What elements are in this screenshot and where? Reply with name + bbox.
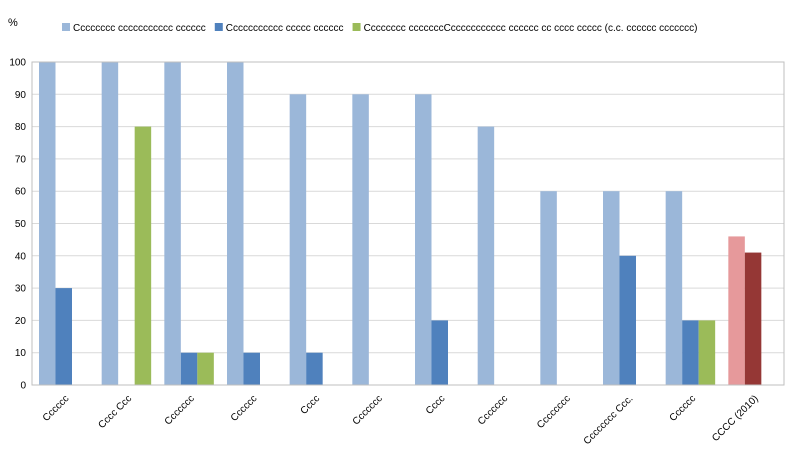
bar-series-1 [540, 191, 557, 385]
x-tick-label: Cccccc [229, 393, 260, 424]
bar-series-1 [227, 62, 244, 385]
y-tick-label: 0 [20, 381, 26, 392]
bar-series-1 [39, 62, 56, 385]
x-tick-label: CCCC (2010) [710, 393, 761, 444]
bar-series-1 [164, 62, 181, 385]
bar-series-2 [180, 352, 198, 385]
bar-reference [744, 252, 762, 385]
bar-series-1 [101, 62, 119, 385]
x-tick-label: Cccccc [668, 393, 699, 424]
bar-series-3 [134, 126, 152, 385]
y-tick-label: 10 [15, 348, 27, 359]
x-tick-label: Cccccccc Ccc. [582, 393, 636, 447]
x-axis-ticks: Cccccc Cccc Ccc Ccccccc Cccccc Cccc Ccccccc Cc… [41, 393, 761, 447]
y-tick-label: 60 [15, 187, 27, 198]
bar-series-1 [665, 191, 683, 385]
y-tick-label: 50 [15, 219, 27, 230]
x-tick-label: Cccc [299, 393, 323, 417]
bar-series-2 [619, 255, 636, 385]
bar-series-1 [289, 94, 307, 386]
x-tick-label: Cccccccc [535, 393, 573, 431]
legend-swatch [352, 23, 361, 31]
bar-series-2 [55, 288, 72, 385]
x-tick-label: Ccccccc [476, 393, 510, 427]
plot-area-border [31, 61, 785, 386]
y-tick-label: 20 [15, 316, 27, 327]
x-tick-label: Ccccccc [351, 393, 385, 427]
y-tick-label: 30 [15, 284, 27, 295]
bar-series-3 [698, 320, 716, 385]
x-tick-label: Cccc [424, 393, 448, 417]
bar-series-2 [682, 320, 699, 385]
legend-entry-label: Ccccccccccc ccccc cccccc [226, 23, 344, 34]
y-axis-unit-label: % [8, 17, 18, 29]
bars [39, 62, 762, 386]
x-tick-label: Ccccccc [163, 393, 197, 427]
bar-series-2 [306, 352, 323, 385]
x-tick-label: Cccccc [41, 393, 72, 424]
x-tick-label: Cccc Ccc [96, 393, 134, 431]
legend-swatch [214, 23, 223, 31]
y-tick-label: 40 [15, 251, 27, 262]
bar-series-1 [603, 191, 620, 385]
y-tick-label: 90 [15, 90, 27, 101]
y-axis-ticks: 0 10 20 30 40 50 60 70 80 90 100 [9, 58, 26, 392]
y-tick-label: 100 [9, 58, 26, 69]
legend-entry-label: Cccccccc cccccccCccccccccccc cccccc cc c… [364, 23, 698, 34]
chart-legend: Cccccccc ccccccccccc cccccc Ccccccccccc c… [62, 23, 697, 34]
y-tick-label: 70 [15, 154, 27, 165]
legend-entry-label: Cccccccc ccccccccccc cccccc [73, 23, 206, 34]
bar-reference [728, 236, 745, 385]
bar-series-2 [243, 352, 260, 385]
bar-series-1 [415, 94, 432, 386]
bar-series-1 [352, 94, 369, 386]
y-tick-label: 80 [15, 122, 27, 133]
legend-swatch [62, 23, 70, 31]
bar-series-2 [431, 320, 448, 385]
bar-series-3 [197, 352, 214, 385]
bar-series-1 [477, 126, 495, 385]
